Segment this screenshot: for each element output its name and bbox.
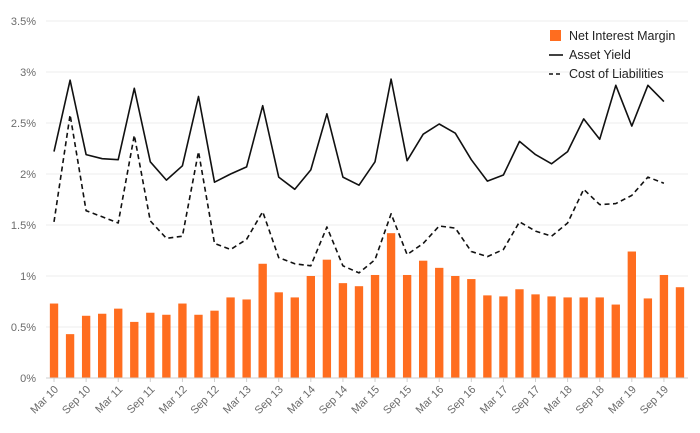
legend: Net Interest Margin Asset Yield Cost of … <box>549 29 675 81</box>
x-tick-label: Sep 15 <box>381 384 414 417</box>
bar-net-interest-margin <box>226 297 235 378</box>
bar-net-interest-margin <box>210 310 219 378</box>
bar-net-interest-margin <box>322 259 332 378</box>
x-tick-label: Mar 15 <box>349 384 382 417</box>
bar-net-interest-margin <box>338 283 348 378</box>
x-tick-label: Mar 19 <box>606 384 639 417</box>
bar-net-interest-margin <box>274 292 283 378</box>
x-tick-label: Mar 12 <box>157 384 190 417</box>
x-tick-label: Sep 19 <box>638 384 671 417</box>
bar-net-interest-margin <box>611 304 620 378</box>
bar-net-interest-margin <box>354 286 364 378</box>
y-tick-label: 2% <box>20 169 36 181</box>
y-tick-label: 1% <box>20 271 36 283</box>
bar-net-interest-margin <box>242 299 251 378</box>
x-tick-label: Sep 14 <box>317 384 350 417</box>
bar-net-interest-margin <box>531 294 540 378</box>
bar-net-interest-margin <box>402 274 412 378</box>
bar-net-interest-margin <box>499 296 508 378</box>
bar-net-interest-margin <box>306 276 315 378</box>
bar-net-interest-margin <box>579 297 588 378</box>
bar-net-interest-margin <box>595 297 604 378</box>
bar-net-interest-margin <box>675 287 685 378</box>
y-tick-label: 3% <box>20 67 36 79</box>
y-tick-label: 2.5% <box>11 118 36 130</box>
bar-net-interest-margin <box>49 303 59 378</box>
x-tick-label: Mar 18 <box>542 384 575 417</box>
net-interest-margin-bars <box>49 233 685 378</box>
bar-net-interest-margin <box>547 296 556 378</box>
line-asset-yield <box>53 78 665 191</box>
bar-net-interest-margin <box>65 334 75 378</box>
bar-net-interest-margin <box>258 263 267 378</box>
yield-and-cost-lines <box>53 78 665 274</box>
x-tick-label: Mar 16 <box>414 384 447 417</box>
gridlines <box>46 20 688 328</box>
bar-net-interest-margin <box>98 313 107 378</box>
bar-net-interest-margin <box>290 297 299 378</box>
legend-swatch-net-interest-margin <box>550 30 561 41</box>
legend-item-asset-yield: Asset Yield <box>549 48 631 62</box>
x-tick-label: Sep 10 <box>60 384 93 417</box>
bar-net-interest-margin <box>467 279 476 378</box>
bar-net-interest-margin <box>659 274 669 378</box>
x-tick-label: Sep 18 <box>574 384 607 417</box>
bar-net-interest-margin <box>146 312 155 378</box>
x-tick-label: Mar 13 <box>221 384 254 417</box>
bar-net-interest-margin <box>178 303 187 378</box>
x-tick-label: Mar 17 <box>478 384 511 417</box>
y-tick-label: 0% <box>20 373 36 385</box>
x-tick-label: Sep 12 <box>189 384 222 417</box>
bar-net-interest-margin <box>515 289 524 378</box>
legend-label-net-interest-margin: Net Interest Margin <box>569 29 675 43</box>
x-tick-label: Mar 14 <box>285 384 318 417</box>
legend-item-cost-of-liabilities: Cost of Liabilities <box>549 67 664 81</box>
x-tick-label: Sep 13 <box>253 384 286 417</box>
legend-item-net-interest-margin: Net Interest Margin <box>550 29 675 43</box>
bar-net-interest-margin <box>130 321 139 378</box>
bar-net-interest-margin <box>194 314 203 378</box>
bar-net-interest-margin <box>643 298 653 378</box>
bar-net-interest-margin <box>114 308 123 378</box>
bar-net-interest-margin <box>370 274 380 378</box>
line-cost-of-liabilities <box>53 114 665 274</box>
y-tick-label: 3.5% <box>11 16 36 28</box>
bar-net-interest-margin <box>81 315 91 378</box>
bar-net-interest-margin <box>627 251 636 378</box>
y-tick-label: 0.5% <box>11 322 36 334</box>
legend-label-cost-of-liabilities: Cost of Liabilities <box>569 67 664 81</box>
bar-net-interest-margin <box>563 297 572 378</box>
legend-label-asset-yield: Asset Yield <box>569 48 631 62</box>
bar-net-interest-margin <box>483 295 492 378</box>
bar-net-interest-margin <box>162 314 171 378</box>
bar-net-interest-margin <box>451 276 460 378</box>
x-tick-label: Mar 11 <box>93 384 125 416</box>
bar-net-interest-margin <box>435 267 444 378</box>
x-tick-label: Sep 16 <box>445 384 478 417</box>
bar-net-interest-margin <box>419 260 428 378</box>
x-tick-label: Sep 17 <box>510 384 543 417</box>
y-tick-label: 1.5% <box>11 220 36 232</box>
y-axis-tick-labels: 0% 0.5% 1% 1.5% 2% 2.5% 3% 3.5% <box>11 16 36 385</box>
x-tick-label: Sep 11 <box>125 384 158 417</box>
x-tick-label: Mar 10 <box>28 384 61 417</box>
bar-net-interest-margin <box>386 233 396 378</box>
